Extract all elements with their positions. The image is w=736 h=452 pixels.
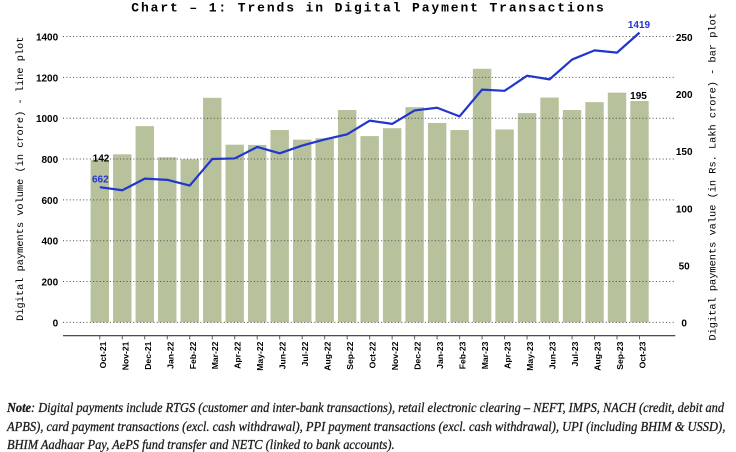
svg-text:Jan-23: Jan-23 [435,341,445,368]
svg-text:Aug-22: Aug-22 [323,341,333,370]
svg-text:Digital payments value (in Rs.: Digital payments value (in Rs. Lakh cror… [708,13,720,341]
svg-text:100: 100 [676,204,693,215]
svg-text:Feb-22: Feb-22 [188,341,198,369]
svg-text:May-22: May-22 [255,341,265,370]
svg-text:Oct-22: Oct-22 [368,341,378,368]
svg-text:0: 0 [681,319,687,330]
svg-text:Oct-23: Oct-23 [638,341,648,368]
svg-text:Oct-21: Oct-21 [98,341,108,368]
svg-text:800: 800 [42,155,59,166]
svg-text:Dec-21: Dec-21 [143,341,153,369]
svg-text:Nov-21: Nov-21 [120,341,130,370]
svg-text:Sep-22: Sep-22 [345,341,355,369]
svg-text:195: 195 [630,91,647,102]
svg-text:Digital payments volume (in cr: Digital payments volume (in crore) - lin… [15,37,27,321]
svg-text:1419: 1419 [628,20,651,31]
svg-text:Mar-22: Mar-22 [210,341,220,369]
svg-text:600: 600 [42,196,59,207]
svg-text:200: 200 [42,278,59,289]
svg-text:Apr-22: Apr-22 [233,341,243,368]
svg-text:Sep-23: Sep-23 [615,341,625,369]
svg-text:Jul-23: Jul-23 [570,341,580,366]
svg-text:1200: 1200 [36,73,59,84]
svg-text:Mar-23: Mar-23 [480,341,490,369]
svg-text:Apr-23: Apr-23 [503,341,513,368]
svg-text:0: 0 [53,318,59,329]
svg-text:Jun-22: Jun-22 [278,341,288,369]
svg-text:250: 250 [676,33,693,44]
svg-text:May-23: May-23 [525,341,535,370]
svg-text:400: 400 [42,237,59,248]
svg-text:142: 142 [93,153,110,164]
svg-text:200: 200 [676,90,693,101]
svg-text:1400: 1400 [36,33,59,44]
svg-text:Jul-22: Jul-22 [300,341,310,366]
svg-text:Nov-22: Nov-22 [390,341,400,370]
svg-text:662: 662 [92,175,109,186]
svg-text:Dec-22: Dec-22 [413,341,423,369]
svg-text:Chart – 1: Trends in Digital P: Chart – 1: Trends in Digital Payment Tra… [131,1,605,16]
svg-text:Aug-23: Aug-23 [593,341,603,370]
svg-text:Jan-22: Jan-22 [165,341,175,368]
svg-text:1000: 1000 [36,114,59,125]
svg-text:Jun-23: Jun-23 [548,341,558,369]
svg-text:50: 50 [679,262,691,273]
svg-text:150: 150 [676,147,693,158]
svg-text:Feb-23: Feb-23 [458,341,468,369]
